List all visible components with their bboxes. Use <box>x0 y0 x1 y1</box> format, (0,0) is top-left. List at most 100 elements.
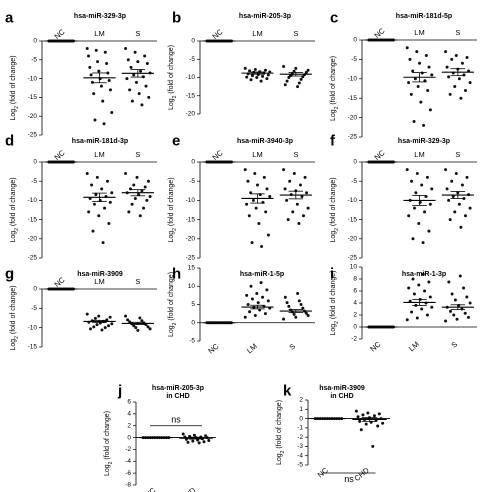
data-point-s <box>128 320 132 324</box>
data-point-lm <box>259 281 263 285</box>
data-point-s <box>299 77 303 81</box>
data-point-lm <box>101 241 105 245</box>
data-point-s <box>305 191 309 195</box>
y-tick-label: -20 <box>186 236 196 243</box>
y-tick-label: -15 <box>348 95 358 102</box>
y-axis-label: Log2 (fold of change) <box>276 400 286 465</box>
data-point-s <box>294 66 298 70</box>
data-point-lm <box>261 295 265 299</box>
data-point-s <box>126 58 130 62</box>
data-point-s <box>444 50 448 54</box>
data-point-lm <box>92 202 96 206</box>
data-point-s <box>285 79 289 83</box>
data-point-s <box>145 198 149 202</box>
y-tick-label: 0 <box>33 159 37 166</box>
data-point-lm <box>266 299 270 303</box>
data-point-s <box>465 55 469 59</box>
y-tick-label: -2 <box>297 434 303 441</box>
panel-title: in CHD <box>166 393 189 400</box>
panel-c: c hsa-miR-181d-5p 0 -5 -10 -15 -20 -25 Log2 (fol… <box>330 9 477 141</box>
data-point-s <box>134 80 138 84</box>
data-point-s <box>465 295 469 299</box>
y-tick-label: -5 <box>351 178 357 185</box>
data-point-lm <box>93 118 97 122</box>
data-point-s <box>462 286 466 290</box>
data-point-s <box>453 298 457 302</box>
data-point-lm <box>425 175 429 179</box>
data-point-lm <box>102 122 106 126</box>
data-point-s <box>137 92 141 96</box>
data-point-lm <box>415 316 419 320</box>
y-tick-label: -25 <box>28 255 38 262</box>
data-point-lm <box>255 292 259 296</box>
category-label-lm: LM <box>414 28 424 37</box>
data-point-lm <box>103 326 107 330</box>
data-point-lm <box>253 172 257 176</box>
category-label-lm: LM <box>94 29 104 38</box>
data-point-lm <box>92 92 96 96</box>
data-point-s <box>130 99 134 103</box>
data-point-lm <box>413 77 417 81</box>
data-point-chd <box>366 411 370 415</box>
data-point-lm <box>421 241 425 245</box>
y-tick-label: -4 <box>125 458 131 465</box>
y-tick-label: 15 <box>188 265 196 272</box>
data-point-s <box>286 218 290 222</box>
data-point-lm <box>88 65 92 69</box>
data-point-lm <box>262 175 266 179</box>
y-tick-label: -15 <box>348 216 358 223</box>
data-point-s <box>287 76 291 79</box>
y-tick-label: 0 <box>127 434 131 441</box>
data-point-lm <box>103 50 107 54</box>
data-point-s <box>306 206 310 210</box>
panel-h: h hsa-miR-1-5p -5 0 5 10 15 Log2 (fold of chang… <box>168 265 315 356</box>
panel-title: hsa-miR-329-3p <box>74 13 126 20</box>
data-point-lm <box>408 57 412 61</box>
y-axis-label: Log2 (fold of change) <box>10 55 20 120</box>
data-point-s <box>448 218 452 222</box>
data-point-lm <box>243 66 247 70</box>
data-point-lm <box>405 168 409 172</box>
data-point-s <box>297 299 301 303</box>
data-point-chd <box>371 444 375 448</box>
data-point-s <box>283 187 287 191</box>
panel-b: b hsa-miR-205-3p 0 -5 -10 -15 -20 Log2 (fold of… <box>168 9 315 118</box>
category-label-lm: LM <box>252 150 262 159</box>
category-label-lm: LM <box>414 150 424 159</box>
panel-letter-k: k <box>283 382 292 399</box>
data-point-lm <box>428 202 432 206</box>
panel-title: hsa-miR-329-3p <box>398 138 450 145</box>
data-point-lm <box>91 229 95 233</box>
data-point-lm <box>87 54 91 58</box>
category-label-nc: NC <box>53 27 68 41</box>
data-point-lm <box>243 168 247 172</box>
data-point-lm <box>263 68 267 72</box>
data-point-chd <box>377 412 381 416</box>
data-point-s <box>129 65 133 69</box>
y-tick-label: -5 <box>189 178 195 185</box>
data-point-s <box>448 309 452 313</box>
data-point-s <box>468 206 472 210</box>
data-point-s <box>282 168 286 172</box>
data-point-s <box>134 326 138 330</box>
data-point-lm <box>108 88 112 92</box>
data-point-lm <box>96 60 100 64</box>
data-point-s <box>457 202 461 206</box>
category-label-chd: CHD <box>353 465 372 483</box>
category-label-s: S <box>287 342 297 352</box>
data-point-s <box>304 311 308 315</box>
data-point-s <box>465 175 469 179</box>
data-point-s <box>468 81 472 85</box>
panel-letter-h: h <box>172 265 181 282</box>
y-tick-label: -10 <box>28 324 38 331</box>
data-point-lm <box>245 75 249 79</box>
category-label-nc: NC <box>53 148 68 162</box>
data-point-lm <box>110 191 114 195</box>
data-point-lm <box>107 78 111 82</box>
data-point-s <box>460 307 464 311</box>
data-point-s <box>140 103 144 107</box>
data-point-s <box>139 69 143 73</box>
data-point-chd <box>376 424 380 428</box>
data-point-lm <box>423 289 427 293</box>
